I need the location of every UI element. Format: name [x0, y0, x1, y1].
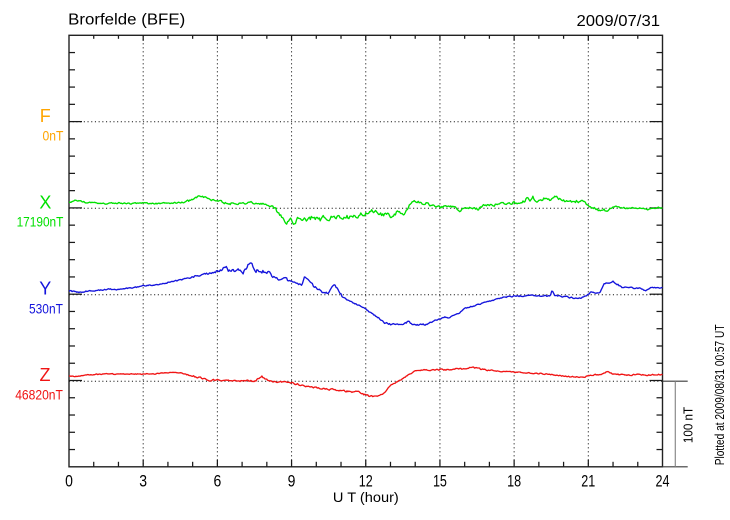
- svg-text:U T (hour): U T (hour): [333, 489, 399, 505]
- svg-text:0: 0: [65, 472, 73, 491]
- svg-text:6: 6: [213, 472, 221, 491]
- svg-text:Z: Z: [40, 365, 51, 385]
- svg-text:0nT: 0nT: [43, 128, 64, 143]
- svg-text:2009/07/31: 2009/07/31: [577, 13, 661, 30]
- svg-text:X: X: [39, 192, 51, 212]
- svg-text:21: 21: [581, 472, 595, 491]
- svg-text:F: F: [40, 106, 51, 126]
- svg-text:12: 12: [359, 472, 373, 491]
- svg-text:46820nT: 46820nT: [15, 387, 63, 402]
- svg-text:Y: Y: [39, 279, 51, 299]
- svg-text:15: 15: [433, 472, 447, 491]
- svg-text:Brorfelde (BFE): Brorfelde (BFE): [68, 12, 185, 29]
- svg-text:3: 3: [139, 472, 147, 491]
- svg-text:Plotted at 2009/08/31 00:57 UT: Plotted at 2009/08/31 00:57 UT: [712, 324, 727, 465]
- svg-text:9: 9: [288, 472, 296, 491]
- svg-text:530nT: 530nT: [29, 301, 63, 316]
- svg-text:18: 18: [507, 472, 521, 491]
- svg-text:17190nT: 17190nT: [17, 215, 64, 230]
- svg-text:24: 24: [656, 472, 670, 491]
- svg-text:100 nT: 100 nT: [681, 407, 696, 443]
